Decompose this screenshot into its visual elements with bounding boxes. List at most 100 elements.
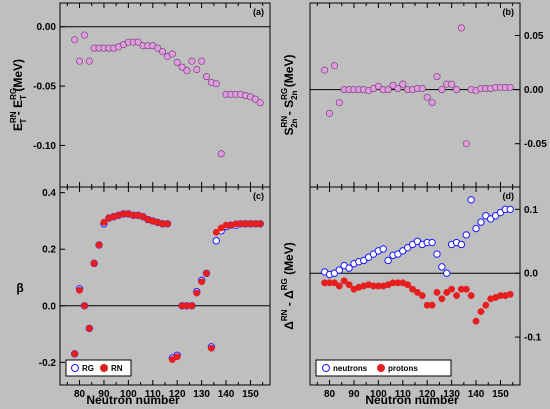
neutrons-point: [335, 266, 344, 274]
series-point: [198, 57, 206, 65]
series-point: [193, 65, 201, 73]
series-point: [134, 38, 142, 46]
y-tick-label: 0.0: [524, 269, 538, 280]
series-point: [374, 82, 382, 90]
neutrons-point: [433, 250, 441, 258]
series-point: [321, 66, 329, 74]
series-point: [168, 50, 176, 58]
rn-point: [207, 344, 215, 352]
protons-point: [335, 282, 343, 290]
series-point: [330, 62, 338, 70]
rn-point: [173, 353, 181, 361]
series-point: [183, 67, 191, 75]
rn-point: [188, 302, 196, 310]
x-tick-label: 130: [193, 389, 210, 400]
rn-point: [80, 302, 88, 310]
legend-marker: [100, 364, 108, 372]
y-axis-label: ERNT - ERGT (MeV): [9, 59, 28, 131]
x-tick-label: 150: [242, 389, 259, 400]
y-tick-label: 0.2: [42, 245, 56, 256]
legend-box: [65, 359, 132, 377]
y-axis-label: β: [16, 281, 23, 295]
series-point: [256, 99, 264, 107]
rn-point: [198, 278, 206, 286]
y-tick-label: -0.05: [524, 139, 547, 150]
y-tick-label: 0.4: [42, 188, 56, 199]
y-tick-label: 0.00: [37, 22, 57, 33]
rn-point: [256, 220, 264, 228]
legend-label: RN: [111, 364, 123, 373]
legend-label: protons: [388, 364, 418, 373]
protons-point: [506, 290, 514, 298]
protons-point: [340, 277, 348, 285]
series-point: [203, 73, 211, 81]
panel-label: (a): [253, 7, 264, 17]
rn-point: [85, 324, 93, 332]
series-point: [188, 57, 196, 65]
x-tick-label: 90: [348, 389, 360, 400]
x-tick-label: 80: [74, 389, 86, 400]
series-point: [71, 36, 79, 44]
protons-point: [330, 279, 338, 287]
x-tick-label: 120: [419, 389, 436, 400]
rn-point: [193, 289, 201, 297]
series-point: [428, 99, 436, 107]
neutrons-point: [472, 224, 480, 233]
series-point: [389, 81, 397, 89]
neutrons-point: [443, 269, 451, 277]
series-point: [178, 63, 186, 71]
x-tick-label: 90: [98, 389, 110, 400]
y-tick-label: 0.05: [524, 31, 544, 42]
neutrons-point: [345, 264, 353, 272]
y-tick-label: 0.0: [42, 301, 56, 312]
protons-point: [472, 317, 480, 325]
y-axis-label: ΔRN - ΔRG (MeV): [280, 242, 296, 329]
series-point: [159, 48, 167, 56]
panel-a: 0.00 -0.05 -0.10 (a) ERNT - ERGT (MeV): [9, 2, 271, 188]
rn-point: [100, 218, 108, 226]
series-point: [453, 86, 461, 94]
series-point: [173, 58, 181, 66]
protons-point: [428, 301, 436, 309]
rg-point: [212, 237, 220, 245]
series-point: [251, 95, 259, 103]
x-tick-label: 150: [492, 389, 509, 400]
series-point: [335, 99, 343, 107]
panel-c: 0.4 0.2 0.0 -0.2 80 90 100 110 120 130 140 150 (c) β R…: [16, 186, 271, 400]
series-point: [326, 109, 334, 117]
x-axis-label-right: Neutron number: [365, 393, 459, 407]
neutrons-point: [428, 238, 436, 247]
y-tick-label: -0.2: [39, 358, 57, 369]
protons-point: [453, 292, 460, 300]
x-tick-label: 100: [120, 389, 137, 400]
rn-point: [71, 350, 79, 358]
protons-point: [345, 281, 353, 289]
neutrons-point: [477, 218, 485, 226]
neutrons-point: [506, 205, 514, 214]
legend-marker: [377, 364, 385, 372]
protons-point: [413, 288, 421, 296]
series-point: [438, 86, 446, 94]
series-point: [80, 31, 88, 39]
rn-point: [163, 220, 171, 228]
y-tick-label: -0.05: [33, 82, 56, 93]
series-point: [423, 93, 431, 101]
series-point: [384, 86, 392, 94]
series-point: [399, 80, 407, 88]
series-point: [76, 57, 84, 65]
protons-point: [462, 285, 470, 293]
series-point: [217, 150, 225, 158]
neutrons-point: [467, 196, 475, 204]
protons-point: [477, 308, 485, 315]
series-point: [433, 73, 441, 81]
series-point: [506, 83, 514, 91]
panel-label: (c): [253, 191, 264, 201]
x-tick-label: 140: [468, 389, 485, 400]
y-tick-label: 0.1: [524, 205, 538, 216]
neutrons-point: [457, 240, 466, 249]
legend-marker: [71, 364, 79, 372]
x-tick-label: 80: [324, 389, 336, 400]
panel-label: (b): [503, 7, 515, 17]
panel-b: 0.05 0.00 -0.05 (b) SRN2n - SRG2n (MeV): [280, 2, 547, 188]
rn-point: [76, 286, 83, 294]
